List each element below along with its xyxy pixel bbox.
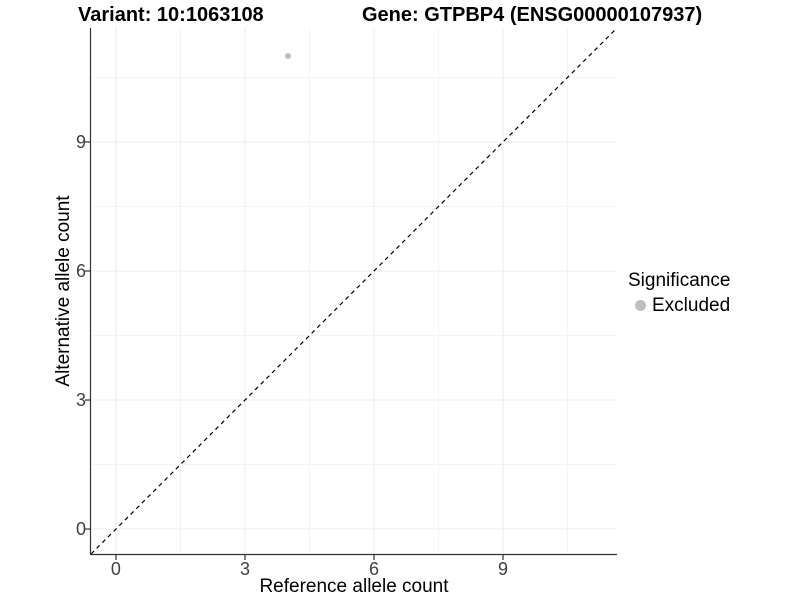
data-point bbox=[284, 52, 291, 59]
plot-title-gene: Gene: GTPBP4 (ENSG00000107937) bbox=[362, 4, 703, 26]
x-tick-label: 0 bbox=[110, 559, 121, 579]
x-tick-label: 9 bbox=[498, 559, 509, 579]
x-axis-title: Reference allele count bbox=[259, 576, 449, 597]
plot-title-variant: Variant: 10:1063108 bbox=[78, 4, 264, 26]
x-tick-label: 6 bbox=[368, 559, 379, 579]
plot-panel bbox=[85, 27, 618, 560]
y-tick-label: 9 bbox=[75, 131, 86, 152]
y-tick-label: 6 bbox=[75, 261, 86, 281]
legend-item-label: Excluded bbox=[652, 295, 731, 316]
legend: Significance Excluded bbox=[628, 270, 730, 316]
identity-reference-line bbox=[90, 27, 618, 555]
legend-title: Significance bbox=[628, 270, 731, 291]
excluded-point-icon bbox=[635, 300, 646, 311]
x-tick-label: 3 bbox=[239, 559, 250, 579]
plot-area bbox=[85, 27, 618, 560]
legend-item-excluded: Excluded bbox=[628, 295, 730, 316]
y-tick-label: 3 bbox=[75, 390, 86, 411]
y-axis-title: Alternative allele count bbox=[53, 195, 74, 387]
y-tick-label: 0 bbox=[75, 519, 86, 540]
